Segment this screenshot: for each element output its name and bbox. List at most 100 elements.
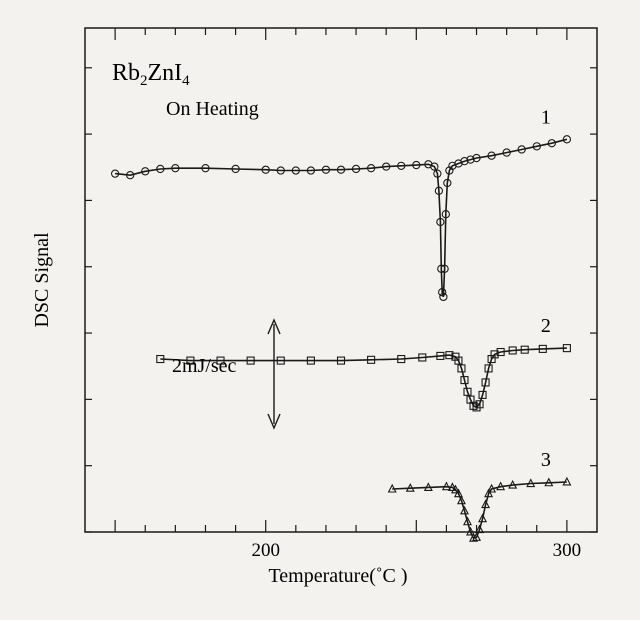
- data-point-triangle: [462, 516, 472, 526]
- x-tick-label: 300: [553, 540, 582, 561]
- data-point-circle: [397, 161, 406, 170]
- data-point-triangle: [544, 477, 554, 487]
- series-line: [160, 347, 567, 409]
- x-tick-label: 200: [251, 540, 280, 561]
- data-point-circle: [351, 164, 361, 174]
- data-point-square: [216, 356, 225, 365]
- data-point-triangle: [484, 488, 494, 498]
- data-point-circle: [276, 166, 285, 175]
- data-point-triangle: [496, 481, 506, 491]
- data-point-circle: [437, 264, 446, 273]
- data-point-triangle: [405, 483, 415, 492]
- data-point-circle: [291, 166, 300, 175]
- data-point-triangle: [466, 526, 476, 536]
- data-point-circle: [547, 139, 556, 148]
- data-point-circle: [502, 148, 511, 157]
- data-point-square: [538, 344, 547, 353]
- y-ticks: [85, 67, 597, 533]
- series-2: 2: [156, 315, 571, 412]
- data-point-triangle: [387, 483, 397, 493]
- data-point-square: [481, 378, 490, 387]
- data-point-circle: [439, 292, 448, 302]
- data-point-square: [418, 353, 427, 362]
- data-point-circle: [532, 142, 541, 151]
- data-point-triangle: [526, 478, 536, 488]
- data-point-circle: [382, 162, 391, 171]
- data-point-square: [508, 346, 517, 355]
- data-point-triangle: [450, 484, 460, 494]
- data-point-square: [490, 350, 499, 359]
- data-point-circle: [126, 171, 135, 180]
- series-3: 3: [387, 449, 572, 542]
- data-point-triangle: [562, 476, 572, 486]
- data-point-circle: [366, 164, 376, 173]
- data-point-square: [496, 347, 505, 357]
- data-point-triangle: [478, 513, 488, 523]
- series-1: 1: [110, 106, 572, 302]
- data-point-square: [475, 400, 484, 409]
- y-axis-label: DSC Signal: [31, 232, 53, 327]
- data-point-square: [246, 356, 255, 365]
- data-point-square: [276, 356, 285, 365]
- data-point-square: [306, 356, 315, 365]
- data-point-circle: [430, 162, 439, 171]
- data-point-triangle: [456, 495, 466, 505]
- data-point-square: [367, 355, 376, 364]
- series-line: [115, 138, 568, 298]
- series-label: 1: [541, 106, 551, 128]
- data-point-square: [478, 390, 487, 399]
- data-point-circle: [321, 165, 331, 174]
- data-point-triangle: [441, 481, 451, 491]
- data-point-square: [463, 387, 472, 396]
- data-point-triangle: [469, 532, 479, 542]
- data-point-triangle: [481, 499, 491, 509]
- data-point-square: [454, 356, 463, 365]
- data-point-triangle: [423, 482, 433, 491]
- data-point-square: [520, 345, 529, 354]
- data-point-circle: [443, 178, 452, 188]
- data-point-circle: [434, 186, 444, 195]
- data-point-circle: [201, 164, 210, 173]
- data-point-circle: [517, 145, 526, 154]
- data-point-circle: [441, 210, 450, 219]
- data-point-triangle: [508, 479, 518, 489]
- data-point-square: [484, 364, 493, 373]
- data-point-circle: [306, 166, 316, 175]
- data-point-circle: [231, 164, 240, 174]
- data-point-circle: [562, 135, 572, 144]
- data-point-circle: [466, 155, 475, 164]
- scale-bar-arrow: [267, 318, 281, 430]
- scale-annotation: 2mJ/sec: [172, 355, 237, 377]
- data-point-circle: [261, 165, 270, 174]
- data-point-square: [445, 351, 454, 360]
- x-axis-label: Temperature(˚C ): [268, 565, 407, 587]
- data-point-square: [186, 356, 195, 365]
- x-ticks: 200 300: [114, 28, 582, 561]
- data-point-square: [457, 364, 466, 373]
- data-point-triangle: [472, 532, 482, 541]
- data-point-circle: [336, 165, 346, 174]
- chart-title: Rb2ZnI4: [112, 60, 190, 89]
- data-point-circle: [440, 264, 449, 273]
- data-point-circle: [460, 157, 469, 166]
- data-point-circle: [156, 164, 165, 174]
- data-point-square: [397, 354, 406, 364]
- data-point-circle: [110, 169, 120, 178]
- data-point-circle: [438, 288, 447, 297]
- data-point-square: [336, 356, 346, 365]
- data-point-square: [156, 354, 165, 364]
- data-point-triangle: [453, 488, 463, 498]
- data-point-square: [562, 344, 571, 353]
- chart-subtitle: On Heating: [166, 98, 259, 120]
- plot-area: 1 2 3: [110, 106, 572, 542]
- data-point-square: [436, 351, 445, 360]
- data-point-circle: [412, 160, 421, 170]
- data-point-triangle: [475, 524, 485, 534]
- data-point-circle: [171, 164, 180, 173]
- data-point-circle: [141, 167, 150, 176]
- data-point-circle: [436, 217, 445, 227]
- data-point-triangle: [487, 483, 497, 493]
- plot-frame: [84, 27, 598, 533]
